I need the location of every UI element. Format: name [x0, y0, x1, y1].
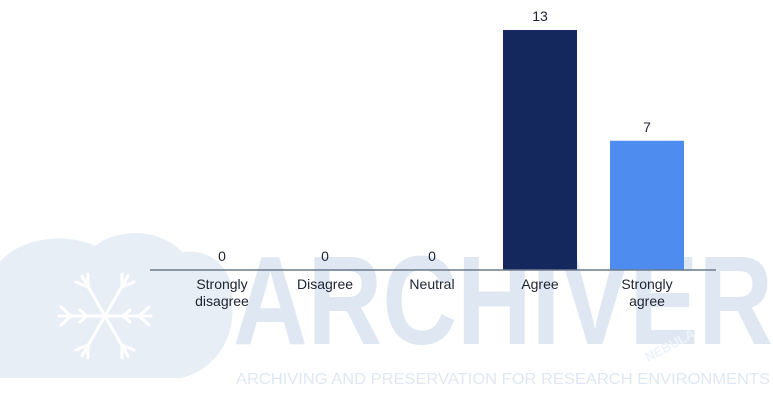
x-tick-label-0: Strongly disagree [195, 276, 249, 309]
value-label-1: 0 [321, 248, 329, 264]
x-axis-tick-labels: Strongly disagree Disagree Neutral Agree Stro… [195, 276, 673, 309]
x-tick-label-3: Agree [521, 276, 559, 292]
x-tick-label-1: Disagree [297, 276, 353, 292]
bar-4 [610, 140, 684, 270]
archiver-tagline: ARCHIVING AND PRESERVATION FOR RESEARCH … [236, 371, 770, 388]
value-label-0: 0 [218, 248, 226, 264]
bar-3 [503, 30, 577, 270]
value-label-2: 0 [428, 248, 436, 264]
snowflake-icon [57, 272, 153, 360]
bars-group [503, 30, 684, 270]
value-label-3: 13 [532, 8, 548, 24]
x-tick-label-2: Neutral [409, 276, 454, 292]
value-label-4: 7 [643, 119, 651, 135]
value-labels-group: 0 0 0 13 7 [218, 8, 651, 264]
x-tick-label-4: Strongly agree [621, 276, 672, 309]
